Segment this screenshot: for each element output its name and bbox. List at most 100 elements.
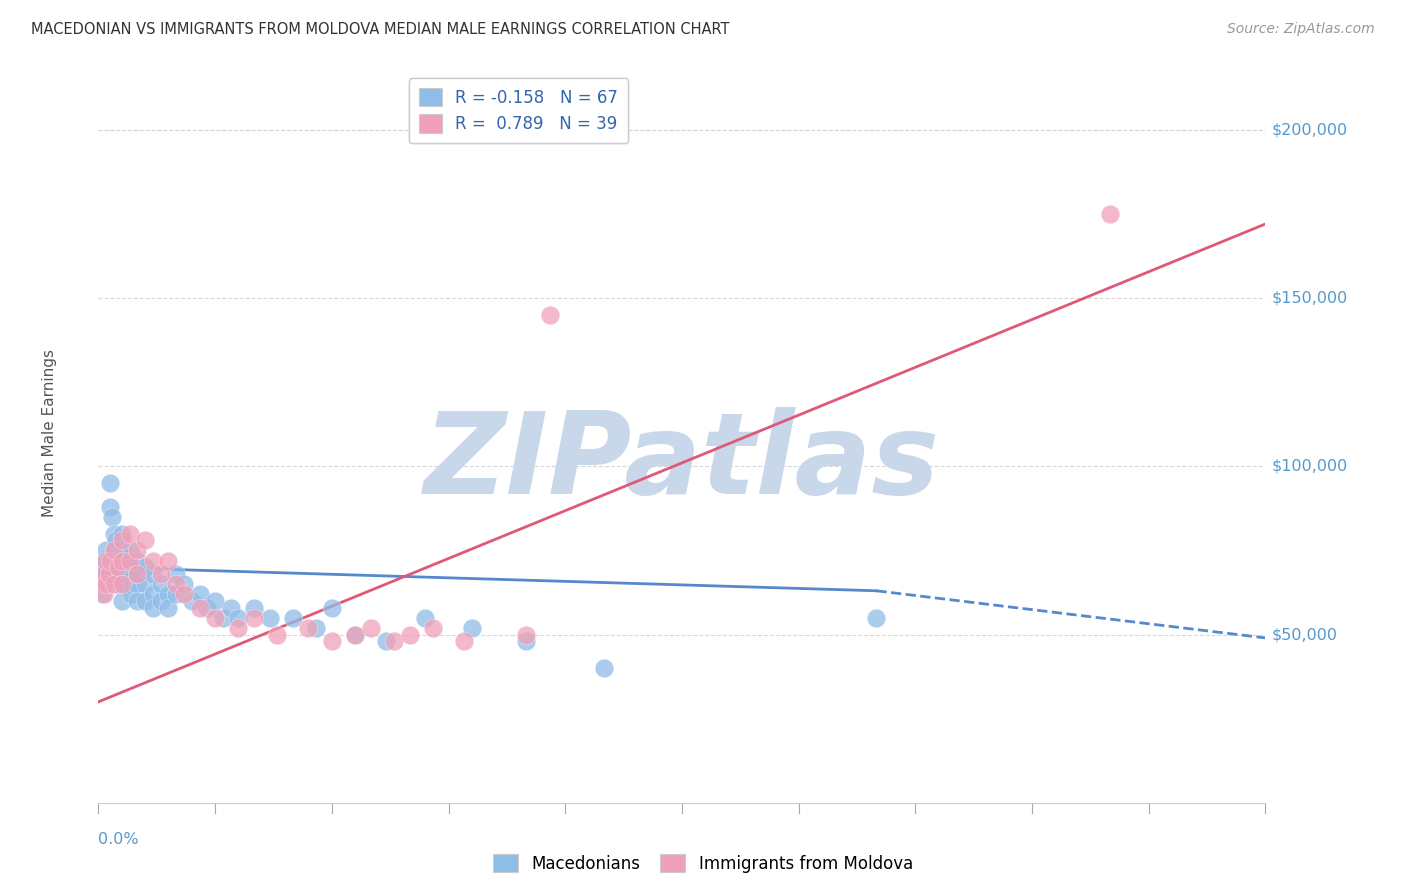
Text: $150,000: $150,000 <box>1271 291 1347 305</box>
Point <box>90 577 112 591</box>
Point <box>375 634 398 648</box>
Point <box>515 634 537 648</box>
Point <box>281 610 304 624</box>
Point <box>127 543 149 558</box>
Text: $50,000: $50,000 <box>1271 627 1337 642</box>
Text: ZIPatlas: ZIPatlas <box>423 407 941 517</box>
Point <box>266 627 288 641</box>
Point <box>228 610 250 624</box>
Point <box>305 621 328 635</box>
Point <box>243 600 266 615</box>
Point <box>103 577 125 591</box>
Point <box>515 627 537 641</box>
Point <box>118 560 141 574</box>
Point <box>98 476 121 491</box>
Point <box>96 577 118 591</box>
Point <box>398 627 420 641</box>
Point <box>103 560 125 574</box>
Point <box>97 566 120 581</box>
Point <box>91 560 114 574</box>
Point <box>103 543 125 558</box>
Point <box>111 526 134 541</box>
Point <box>173 577 195 591</box>
Point <box>344 627 367 641</box>
Point <box>111 543 134 558</box>
Point <box>157 600 180 615</box>
Point <box>344 627 367 641</box>
Point <box>112 566 135 581</box>
Point <box>453 634 475 648</box>
Point <box>134 560 156 574</box>
Point <box>107 560 129 574</box>
Point <box>204 610 226 624</box>
Point <box>111 560 134 574</box>
Point <box>96 553 118 567</box>
Point <box>111 594 134 608</box>
Text: 0.0%: 0.0% <box>98 832 139 847</box>
Point <box>212 610 235 624</box>
Point <box>413 610 436 624</box>
Point <box>97 566 120 581</box>
Point <box>93 566 115 581</box>
Point <box>188 600 211 615</box>
Point <box>228 621 250 635</box>
Point <box>96 577 118 591</box>
Point <box>134 577 156 591</box>
Point <box>107 577 129 591</box>
Legend: R = -0.158   N = 67, R =  0.789   N = 39: R = -0.158 N = 67, R = 0.789 N = 39 <box>409 78 628 143</box>
Point <box>103 543 125 558</box>
Point <box>90 577 112 591</box>
Point <box>142 553 165 567</box>
Point <box>149 594 172 608</box>
Point <box>101 509 124 524</box>
Point <box>165 577 187 591</box>
Point <box>382 634 405 648</box>
Point <box>127 577 149 591</box>
Point <box>118 553 141 567</box>
Point <box>127 566 149 581</box>
Point <box>104 533 127 548</box>
Point <box>219 600 242 615</box>
Point <box>111 577 134 591</box>
Point <box>96 543 118 558</box>
Point <box>91 587 114 601</box>
Point <box>118 526 141 541</box>
Point <box>97 560 120 574</box>
Point <box>93 587 115 601</box>
Point <box>321 634 343 648</box>
Point <box>461 621 484 635</box>
Point <box>173 587 195 601</box>
Point <box>134 594 156 608</box>
Point <box>1098 207 1121 221</box>
Point <box>180 594 202 608</box>
Point <box>149 566 172 581</box>
Point <box>297 621 319 635</box>
Point <box>111 533 134 548</box>
Point <box>157 553 180 567</box>
Point <box>165 566 187 581</box>
Point <box>142 566 165 581</box>
Text: $100,000: $100,000 <box>1271 458 1347 474</box>
Point <box>142 587 165 601</box>
Point <box>127 594 149 608</box>
Text: Median Male Earnings: Median Male Earnings <box>42 349 56 516</box>
Point <box>142 600 165 615</box>
Point <box>91 566 114 581</box>
Point <box>127 566 149 581</box>
Point <box>103 526 125 541</box>
Text: Source: ZipAtlas.com: Source: ZipAtlas.com <box>1227 22 1375 37</box>
Point <box>360 621 382 635</box>
Point <box>165 587 187 601</box>
Point <box>157 587 180 601</box>
Text: $200,000: $200,000 <box>1271 122 1347 137</box>
Point <box>593 661 616 675</box>
Text: MACEDONIAN VS IMMIGRANTS FROM MOLDOVA MEDIAN MALE EARNINGS CORRELATION CHART: MACEDONIAN VS IMMIGRANTS FROM MOLDOVA ME… <box>31 22 730 37</box>
Point <box>98 500 121 514</box>
Point <box>538 308 561 322</box>
Point <box>103 577 125 591</box>
Point <box>865 610 887 624</box>
Point <box>107 553 129 567</box>
Point <box>243 610 266 624</box>
Point <box>259 610 281 624</box>
Point <box>111 553 134 567</box>
